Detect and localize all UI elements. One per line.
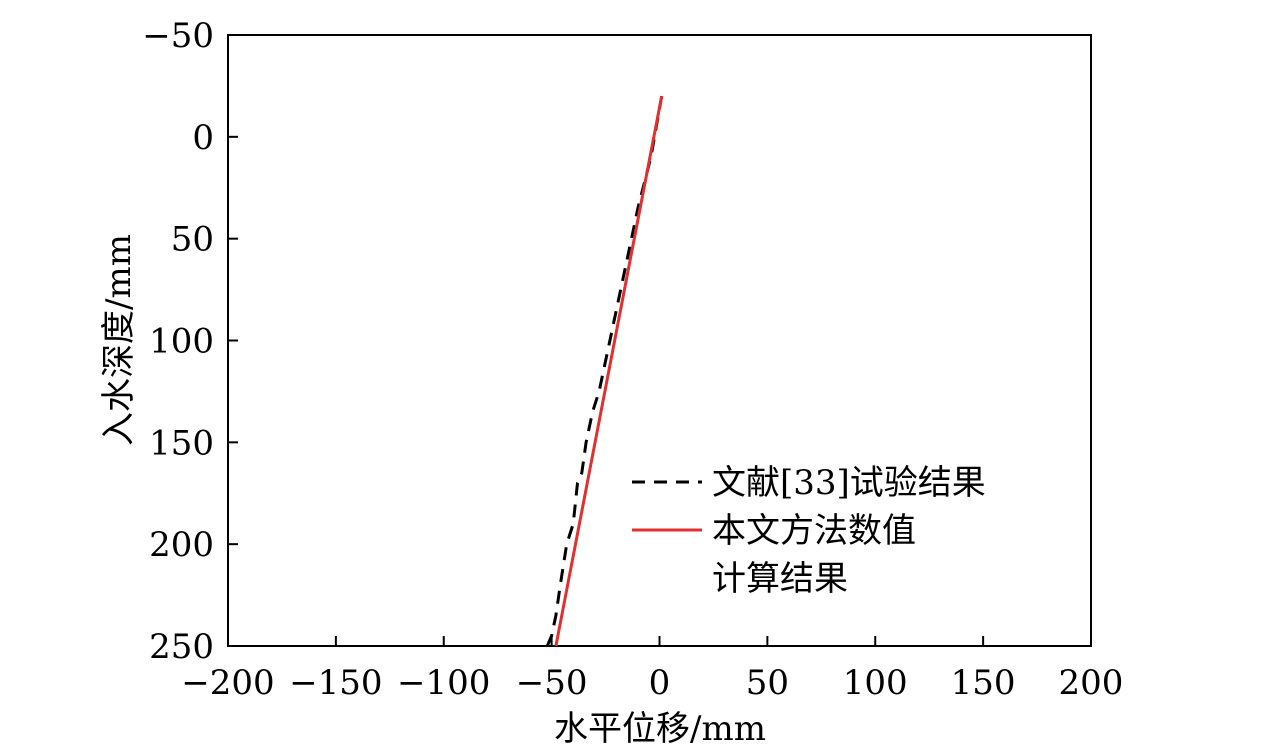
x-ticks: −200 −150 −100 −50 0 50 100 150 200 [181,636,1123,703]
legend-label-experiment: 文献[33]试验结果 [712,463,986,503]
x-tick-label: 0 [649,663,671,703]
y-tick-label: 250 [149,627,214,667]
x-tick-label: 50 [746,663,789,703]
x-tick-label: 200 [1059,663,1124,703]
y-axis-title: 入水深度/mm [99,234,139,446]
x-tick-label: 100 [843,663,908,703]
series-line-numerical [554,95,664,647]
y-ticks: −50 0 50 100 150 200 250 [142,16,238,667]
legend-label-numerical-line2: 计算结果 [712,559,848,599]
x-tick-label: 150 [951,663,1016,703]
y-tick-label: 150 [149,423,214,463]
plot-frame [227,34,1092,647]
y-tick-label: −50 [142,16,214,56]
y-tick-label: 100 [149,322,214,362]
series-line-experiment [545,95,664,647]
y-tick-label: 0 [192,118,214,158]
series-layer [545,95,664,647]
legend-label-numerical-line1: 本文方法数值 [712,511,916,551]
x-axis-title: 水平位移/mm [554,709,766,749]
y-tick-label: 200 [149,525,214,565]
y-tick-label: 50 [171,220,214,260]
x-tick-label: −200 [181,663,274,703]
legend: 文献[33]试验结果 本文方法数值 计算结果 [632,463,986,599]
x-tick-label: −100 [397,663,490,703]
x-tick-label: −150 [289,663,382,703]
x-tick-label: −50 [516,663,588,703]
